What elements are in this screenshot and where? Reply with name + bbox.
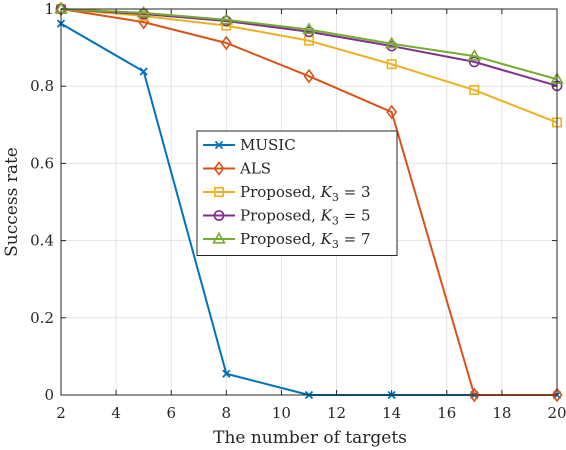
legend-marker xyxy=(213,161,225,176)
data-point xyxy=(219,12,234,25)
legend-label-eq: = 5 xyxy=(339,207,371,225)
legend-item: ALS xyxy=(203,160,271,178)
series-line xyxy=(60,8,558,87)
tick-labels: 2 4 6 8 10 12 14 16 18 20 0 0.2 0.4 0.6 0.8 1 xyxy=(30,0,566,422)
data-point xyxy=(220,35,232,51)
axes xyxy=(60,8,558,396)
data-point xyxy=(386,59,397,70)
legend-label: ALS xyxy=(239,160,271,178)
legend-label: MUSIC xyxy=(240,136,296,154)
data-point xyxy=(468,56,480,68)
legend-label-eq: = 7 xyxy=(339,230,371,248)
data-point xyxy=(302,22,316,35)
legend-label-eq: = 3 xyxy=(339,183,371,201)
legend-label: Proposed, K3 = 7 xyxy=(240,230,371,251)
x-tick-label: 2 xyxy=(56,404,66,422)
x-tick-label: 6 xyxy=(166,404,176,422)
legend-label-sub: 3 xyxy=(332,238,339,251)
legend-marker-stroke xyxy=(214,140,224,150)
legend-label-text: Proposed, xyxy=(240,207,321,225)
data-point xyxy=(139,67,148,76)
x-tick-label: 14 xyxy=(382,404,401,422)
legend-label-text: MUSIC xyxy=(240,136,296,154)
legend-label-text: ALS xyxy=(239,160,271,178)
legend-item: Proposed, K3 = 3 xyxy=(203,183,371,204)
y-tick-label: 0.2 xyxy=(30,309,54,327)
series-4 xyxy=(55,3,563,92)
legend-label: Proposed, K3 = 5 xyxy=(240,207,371,228)
legend-label-var: K xyxy=(320,230,333,248)
y-tick-label: 0.4 xyxy=(30,232,54,250)
y-axis-label: Success rate xyxy=(2,147,22,257)
x-tick-label: 10 xyxy=(272,404,291,422)
y-tick-label: 1 xyxy=(44,0,54,18)
plot-frame xyxy=(60,8,558,396)
y-tick-label: 0.6 xyxy=(30,154,54,172)
legend-label-text: Proposed, xyxy=(240,183,321,201)
legend-item: Proposed, K3 = 5 xyxy=(203,207,371,228)
x-tick-label: 16 xyxy=(437,404,456,422)
data-point xyxy=(469,85,480,96)
data-point xyxy=(303,68,315,84)
data-point xyxy=(467,49,482,61)
x-tick-label: 4 xyxy=(111,404,121,422)
series-line xyxy=(60,8,558,81)
y-tick-label: 0 xyxy=(44,386,54,404)
legend-label-var: K xyxy=(320,183,333,201)
data-point xyxy=(468,387,480,403)
data-point xyxy=(222,369,231,378)
legend-label-text: Proposed, xyxy=(240,230,321,248)
legend-label-var: K xyxy=(320,207,333,225)
x-axis-label: The number of targets xyxy=(213,428,407,448)
data-point-stroke xyxy=(222,369,231,378)
legend-label-sub: 3 xyxy=(332,215,339,228)
y-tick-label: 0.8 xyxy=(30,77,54,95)
data-point xyxy=(384,36,399,49)
data-point xyxy=(386,104,398,120)
x-tick-label: 18 xyxy=(492,404,511,422)
data-point xyxy=(136,5,151,18)
legend-item: Proposed, K3 = 7 xyxy=(203,230,371,251)
data-point-stroke xyxy=(139,67,148,76)
x-tick-label: 8 xyxy=(222,404,232,422)
x-tick-label: 12 xyxy=(327,404,346,422)
legend-marker xyxy=(212,231,226,244)
data-point xyxy=(551,387,563,403)
legend-item: MUSIC xyxy=(203,136,296,154)
legend-marker xyxy=(213,210,225,221)
x-tick-label: 20 xyxy=(547,404,566,422)
legend-marker xyxy=(214,140,224,150)
legend-label-sub: 3 xyxy=(332,191,339,204)
legend-label: Proposed, K3 = 3 xyxy=(240,183,371,204)
legend-box xyxy=(196,130,398,256)
legend-marker xyxy=(214,187,225,198)
